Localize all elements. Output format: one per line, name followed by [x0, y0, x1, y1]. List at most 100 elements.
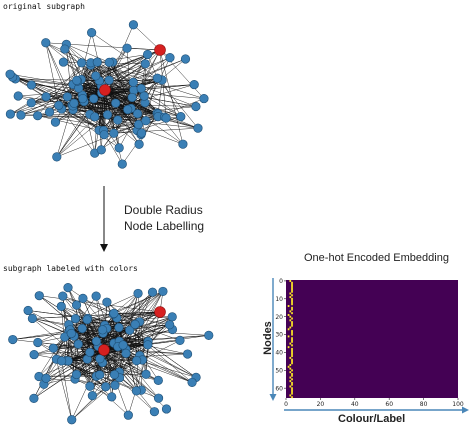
y-tick-label: 20 — [275, 314, 283, 321]
x-tick-label: 40 — [351, 401, 359, 408]
graph-node — [5, 69, 15, 79]
heatmap-cell — [291, 285, 293, 288]
graph-node — [62, 92, 72, 102]
graph-edge — [103, 349, 116, 386]
graph-edge — [104, 89, 196, 107]
heatmap-cell — [291, 331, 293, 334]
y-tick-label: 30 — [275, 332, 283, 339]
graph-edge — [12, 328, 107, 340]
graph-node — [85, 347, 95, 357]
graph-edge — [45, 349, 105, 379]
graph-edge — [104, 57, 171, 91]
embedding-heatmap: 0 20 40 60 80 100 0 10 20 30 40 50 60 — [269, 278, 469, 414]
y-tick-label: 50 — [275, 367, 283, 374]
graph-node — [87, 391, 97, 401]
graph-node — [204, 330, 214, 340]
process-label-line1: Double Radius — [124, 203, 203, 217]
heatmap-cell — [289, 315, 292, 318]
graph-edge — [10, 73, 106, 91]
graph-edge — [104, 89, 204, 99]
graph-edge — [32, 311, 161, 319]
target-node-a — [99, 84, 111, 96]
labeled-subgraph-graph — [8, 282, 214, 425]
graph-node — [8, 334, 18, 345]
graph-node — [69, 98, 79, 108]
graph-node — [90, 112, 100, 122]
graph-node — [127, 92, 137, 103]
heatmap-cell — [291, 312, 293, 315]
graph-node — [95, 370, 105, 380]
graph-edge — [104, 89, 159, 117]
graph-edge — [109, 62, 158, 79]
graph-node — [102, 110, 113, 120]
graph-edge — [12, 76, 106, 91]
graph-node — [182, 349, 193, 359]
heatmap-cell — [291, 383, 293, 386]
graph-edge — [94, 113, 138, 118]
heatmap-cell — [291, 390, 293, 393]
heatmap-cell — [291, 337, 293, 340]
y-tick-label: 60 — [275, 385, 283, 392]
graph-node — [78, 293, 88, 303]
graph-node — [149, 407, 160, 417]
graph-node — [91, 291, 101, 301]
graph-edge — [117, 116, 159, 121]
graph-node — [131, 386, 142, 396]
graph-node — [34, 291, 44, 301]
graph-node — [104, 57, 114, 67]
graph-node — [191, 101, 201, 112]
graph-node — [133, 288, 143, 299]
graph-edge — [12, 76, 59, 106]
graph-node — [161, 113, 171, 123]
heatmap-cell — [291, 351, 293, 354]
embedding-title: One-hot Encoded Embedding — [304, 252, 449, 264]
heatmap-cell — [291, 344, 293, 347]
heatmap-cell — [289, 394, 292, 397]
graph-node — [107, 392, 117, 402]
graph-node — [23, 305, 33, 316]
graph-node — [73, 339, 83, 349]
graph-node — [58, 291, 68, 301]
top-graph-label: original subgraph — [3, 2, 85, 11]
graph-node — [180, 54, 191, 64]
process-label-line2: Node Labelling — [124, 219, 205, 233]
graph-node — [193, 123, 203, 133]
graph-node — [16, 110, 26, 120]
heatmap-cell — [291, 306, 293, 309]
x-tick-label: 0 — [284, 401, 288, 408]
heatmap-cell — [289, 326, 292, 329]
graph-node — [143, 340, 153, 350]
graph-edge — [32, 318, 69, 325]
graph-node — [152, 73, 162, 83]
graph-node — [121, 348, 131, 359]
x-tick-label: 60 — [385, 401, 393, 408]
graph-node — [128, 20, 139, 30]
heatmap-cell — [291, 297, 293, 300]
graph-node — [41, 92, 51, 102]
graph-node — [123, 410, 133, 420]
graph-node — [60, 44, 70, 54]
graph-node — [199, 93, 209, 104]
graph-edge — [49, 84, 74, 113]
heatmap-cell — [287, 305, 290, 308]
graph-edge — [68, 324, 159, 399]
graph-node — [33, 337, 43, 348]
graph-node — [125, 325, 135, 335]
graph-node — [153, 393, 164, 403]
graph-edge — [122, 291, 164, 346]
graph-node — [96, 145, 106, 155]
graph-edge — [20, 89, 106, 116]
graph-edge — [45, 42, 68, 97]
heatmap-cell — [291, 322, 293, 325]
heatmap-cell — [291, 360, 293, 363]
heatmap-cell — [291, 387, 293, 390]
graph-node — [29, 393, 39, 403]
graph-node — [117, 159, 127, 169]
heatmap-cell — [287, 346, 290, 349]
graph-node — [77, 58, 87, 68]
graph-edge — [103, 95, 145, 135]
heatmap-cell — [291, 283, 293, 286]
graph-node — [114, 143, 124, 153]
graph-nodes — [5, 20, 209, 169]
graph-edge — [116, 311, 161, 319]
